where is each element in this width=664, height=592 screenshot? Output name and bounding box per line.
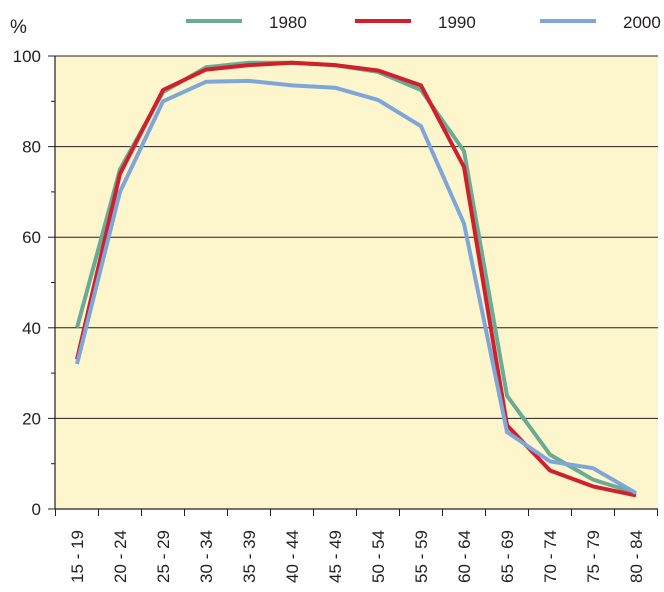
plot-area (55, 56, 658, 509)
y-tick-label: 60 (22, 228, 41, 247)
x-tick-label: 20 - 24 (111, 530, 130, 583)
x-tick-label: 60 - 64 (455, 530, 474, 583)
x-tick-label: 50 - 54 (369, 530, 388, 583)
x-tick-label: 75 - 79 (584, 530, 603, 583)
y-tick-label: 0 (32, 500, 41, 519)
axes: 0 20 40 60 80 100 15 - 19 20 - 24 25 - 29 30 - 34… (13, 47, 658, 583)
legend-label-1990: 1990 (438, 13, 476, 32)
gridlines (55, 55, 658, 419)
x-tick-label: 55 - 59 (412, 530, 431, 583)
x-tick-label: 25 - 29 (154, 530, 173, 583)
legend-label-2000: 2000 (623, 13, 661, 32)
series-line-1990 (75, 60, 637, 498)
y-tick-label: 40 (22, 319, 41, 338)
y-tick-label: 80 (22, 138, 41, 157)
x-tick-label: 30 - 34 (197, 530, 216, 583)
y-axis-unit-label: % (10, 17, 27, 38)
x-tick-label: 80 - 84 (627, 530, 646, 583)
series-lines (75, 60, 638, 498)
x-tick-label: 70 - 74 (541, 530, 560, 583)
legend: 1980 1990 2000 (186, 13, 661, 32)
series-line-2000 (75, 78, 638, 495)
x-tick-label: 35 - 39 (240, 530, 259, 583)
legend-label-1980: 1980 (269, 13, 307, 32)
y-tick-label: 20 (22, 409, 41, 428)
x-tick-label: 40 - 44 (283, 530, 302, 583)
y-tick-label: 100 (13, 47, 41, 66)
x-tick-label: 45 - 49 (326, 530, 345, 583)
x-tick-label: 15 - 19 (68, 530, 87, 583)
x-tick-label: 65 - 69 (498, 530, 517, 583)
